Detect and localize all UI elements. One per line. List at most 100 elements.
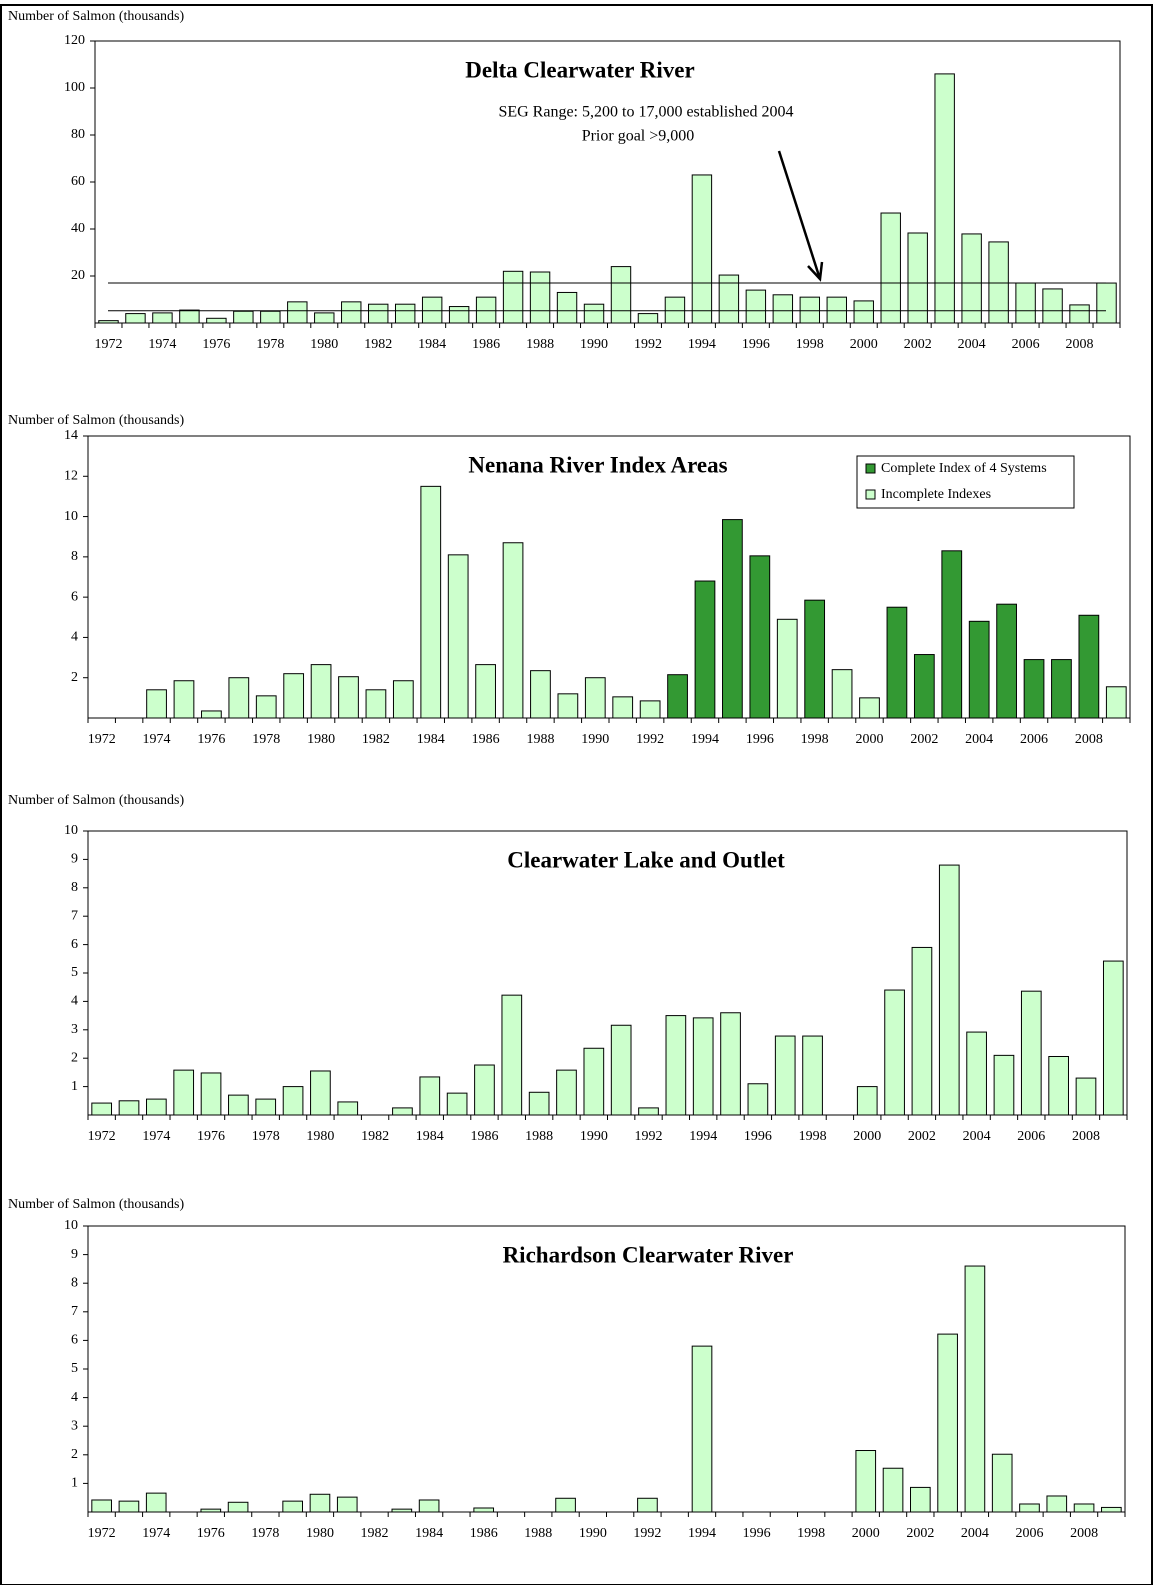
x-tick-label: 1976 — [202, 337, 230, 352]
y-tick-label: 7 — [71, 908, 78, 923]
bar — [557, 693, 579, 719]
bar — [310, 1070, 331, 1116]
bar — [555, 1497, 576, 1513]
bar — [341, 301, 362, 324]
bar — [125, 313, 146, 324]
bar — [966, 1031, 987, 1116]
bar — [855, 1450, 877, 1513]
y-tick-label: 20 — [71, 268, 85, 283]
legend-swatch — [865, 489, 876, 500]
y-tick-label: 10 — [64, 509, 78, 524]
x-tick-label: 2000 — [852, 1526, 880, 1541]
bar — [392, 1107, 413, 1116]
bar — [200, 1072, 222, 1116]
bar — [937, 1333, 958, 1513]
x-tick-label: 2008 — [1072, 1129, 1100, 1144]
chart-title: Clearwater Lake and Outlet — [507, 847, 785, 872]
x-tick-label: 2004 — [965, 732, 993, 747]
y-tick-label: 6 — [71, 937, 78, 952]
x-tick-label: 2004 — [963, 1129, 991, 1144]
bar — [1051, 659, 1072, 719]
x-tick-label: 1996 — [744, 1129, 772, 1144]
x-tick-label: 2008 — [1075, 732, 1103, 747]
bar — [804, 599, 826, 719]
bar — [146, 689, 167, 719]
x-tick-label: 1994 — [688, 1526, 716, 1541]
annotation: SEG Range: 5,200 to 17,000 established 2… — [498, 104, 793, 121]
bar — [173, 1069, 195, 1116]
x-tick-label: 1978 — [252, 732, 280, 747]
x-tick-label: 1984 — [418, 337, 446, 352]
bar — [200, 1508, 222, 1513]
x-tick-label: 1992 — [635, 1129, 663, 1144]
bar — [91, 1499, 112, 1513]
bar — [988, 241, 1009, 324]
y-tick-label: 2 — [71, 670, 78, 685]
bar — [961, 233, 982, 324]
bar — [310, 664, 332, 719]
bar — [255, 695, 277, 719]
x-tick-label: 1990 — [579, 1526, 607, 1541]
bar — [227, 1501, 249, 1513]
y-tick-label: 4 — [71, 1390, 78, 1405]
y-tick-label: 8 — [71, 1275, 78, 1290]
bar — [152, 312, 173, 324]
bar — [612, 696, 634, 719]
y-tick-label: 3 — [71, 1022, 78, 1037]
x-tick-label: 1992 — [633, 1526, 661, 1541]
bar — [718, 274, 740, 324]
bar — [610, 266, 632, 324]
bar — [774, 1035, 796, 1116]
bar — [146, 1098, 167, 1116]
bar — [336, 1496, 358, 1513]
bar — [1096, 282, 1117, 324]
y-tick-label: 120 — [64, 33, 85, 48]
x-tick-label: 1998 — [797, 1526, 825, 1541]
bar — [228, 677, 250, 719]
y-tick-label: 1 — [71, 1476, 78, 1491]
x-tick-label: 2006 — [1012, 337, 1040, 352]
x-tick-label: 1990 — [581, 732, 609, 747]
y-tick-label: 4 — [71, 994, 78, 1009]
bar — [556, 1069, 577, 1116]
y-tick-label: 60 — [71, 174, 85, 189]
bar — [1046, 1495, 1068, 1513]
bar — [853, 300, 874, 324]
x-tick-label: 1996 — [743, 1526, 771, 1541]
bar — [859, 697, 880, 719]
x-tick-label: 2000 — [853, 1129, 881, 1144]
bar — [694, 580, 716, 719]
bar — [772, 294, 794, 324]
y-tick-label: 5 — [71, 965, 78, 980]
bar — [911, 946, 933, 1116]
bar — [913, 654, 935, 719]
bar — [475, 664, 496, 719]
bar — [1019, 1503, 1040, 1513]
y-tick-label: 3 — [71, 1418, 78, 1433]
bar — [447, 554, 469, 719]
bar — [637, 1497, 658, 1513]
x-tick-label: 1972 — [88, 1526, 116, 1541]
x-tick-label: 1982 — [361, 1129, 389, 1144]
bar — [368, 303, 389, 324]
bar — [938, 864, 960, 1116]
bar — [206, 317, 227, 324]
bar — [394, 303, 416, 324]
bar — [1102, 960, 1124, 1116]
bar — [392, 680, 414, 719]
bar — [337, 1101, 359, 1116]
bar — [993, 1054, 1015, 1116]
x-tick-label: 1980 — [306, 1129, 334, 1144]
bar — [365, 689, 387, 719]
bar — [749, 555, 771, 719]
chart-title: Nenana River Index Areas — [468, 452, 727, 477]
bar — [1020, 990, 1042, 1116]
bar — [637, 313, 659, 324]
x-tick-label: 2006 — [1015, 1526, 1043, 1541]
bar — [882, 1467, 904, 1513]
bar — [1048, 1055, 1069, 1116]
x-tick-label: 1992 — [636, 732, 664, 747]
bar — [802, 1035, 823, 1116]
bar — [941, 550, 963, 719]
